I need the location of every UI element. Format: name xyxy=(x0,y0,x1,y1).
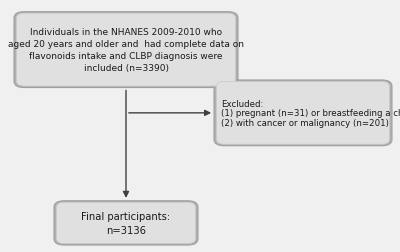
Text: Excluded:: Excluded: xyxy=(221,100,264,109)
FancyBboxPatch shape xyxy=(216,82,390,145)
FancyBboxPatch shape xyxy=(16,14,236,87)
FancyBboxPatch shape xyxy=(214,81,392,146)
Text: Final participants:
n=3136: Final participants: n=3136 xyxy=(82,211,170,235)
FancyBboxPatch shape xyxy=(56,203,196,243)
FancyBboxPatch shape xyxy=(54,201,198,245)
Text: (1) pregnant (n=31) or breastfeeding a child (n=22);: (1) pregnant (n=31) or breastfeeding a c… xyxy=(221,109,400,118)
FancyBboxPatch shape xyxy=(14,13,238,88)
Text: Individuals in the NHANES 2009-2010 who
aged 20 years and older and  had complet: Individuals in the NHANES 2009-2010 who … xyxy=(8,28,244,73)
Text: (2) with cancer or malignancy (n=201): (2) with cancer or malignancy (n=201) xyxy=(221,118,389,127)
